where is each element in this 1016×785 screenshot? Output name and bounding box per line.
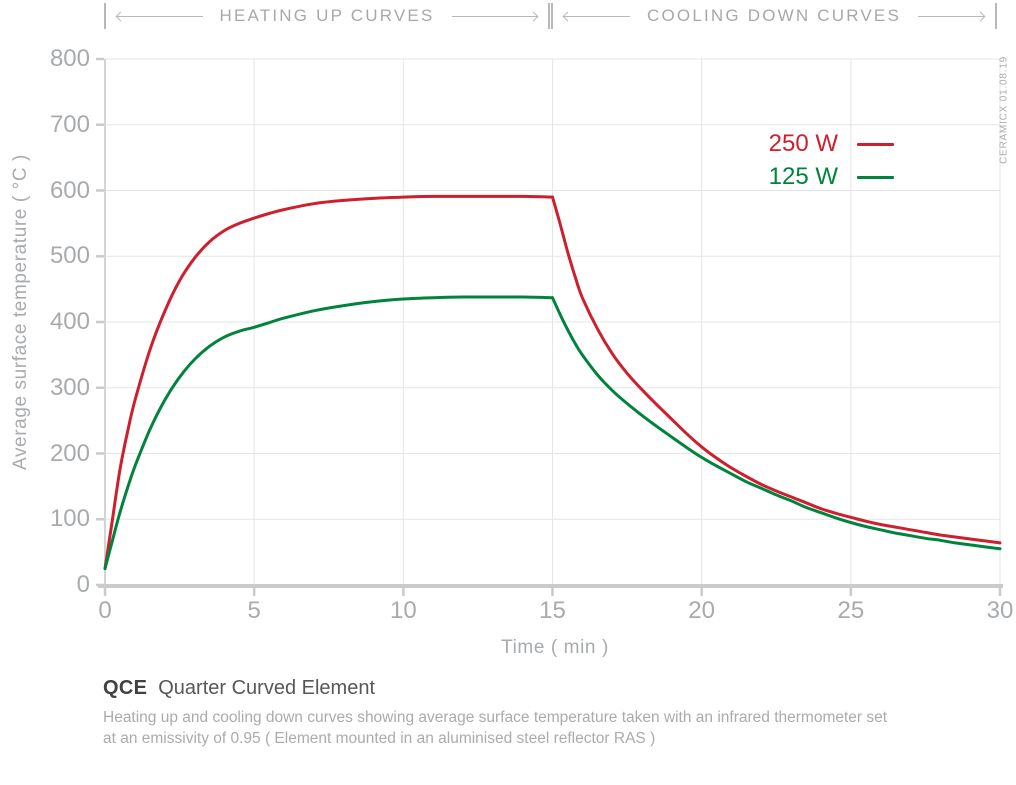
description-line-1: Heating up and cooling down curves showi… [103, 709, 888, 726]
legend-label-125w: 125 W [768, 163, 838, 190]
product-code: QCE [103, 677, 148, 699]
x-tick-label: 5 [247, 597, 261, 624]
x-tick-label: 0 [98, 597, 112, 624]
cooling-section-label: COOLING DOWN CURVES [647, 6, 902, 25]
x-tick-label: 20 [688, 597, 715, 624]
x-axis-title: Time ( min ) [501, 637, 609, 658]
series-curve-250w [103, 194, 554, 571]
y-tick-label: 700 [49, 110, 90, 138]
y-tick-label: 600 [49, 176, 90, 204]
header-divider-bar [548, 3, 550, 29]
legend-line-swatch-red [857, 142, 894, 146]
header-cooling-section: COOLING DOWN CURVES [551, 2, 998, 30]
series-curve-250w [551, 195, 1002, 545]
y-tick-label: 300 [49, 373, 90, 401]
y-tick-label: 500 [49, 242, 90, 270]
left-arrow-icon [563, 11, 631, 21]
y-tick-label: 200 [49, 439, 90, 467]
x-tick-label: 30 [986, 597, 1014, 624]
x-tick-label: 15 [539, 597, 566, 624]
watermark-text: CERAMICX 01.08.19 [998, 55, 1010, 165]
x-tick-label: 25 [837, 597, 865, 624]
series-curve-125w [551, 296, 1002, 551]
heating-section-label: HEATING UP CURVES [219, 6, 435, 25]
product-title: QCE Quarter Curved Element [103, 677, 375, 700]
x-tick-label: 10 [389, 597, 417, 624]
legend-item-125w: 125 W [690, 161, 894, 193]
y-tick-label: 0 [76, 571, 90, 598]
legend-line-swatch-green [857, 175, 894, 179]
header-heating-section: HEATING UP CURVES [104, 2, 550, 30]
description-line-2: at an emissivity of 0.95 ( Element mount… [103, 730, 656, 747]
header-divider-bar [995, 3, 998, 29]
legend-item-250w: 250 W [690, 128, 894, 160]
y-tick-label: 100 [49, 505, 90, 533]
left-arrow-icon [116, 11, 204, 21]
y-tick-label: 400 [49, 308, 90, 335]
series-curve-125w [103, 295, 554, 571]
right-arrow-icon [917, 11, 985, 21]
product-name: Quarter Curved Element [158, 677, 376, 699]
y-tick-label: 800 [49, 45, 90, 72]
right-arrow-icon [451, 11, 539, 21]
header-divider-bar [104, 3, 106, 29]
chart-description: Heating up and cooling down curves showi… [103, 707, 887, 749]
header-divider-bar [551, 3, 553, 29]
legend-label-250w: 250 W [768, 130, 838, 157]
